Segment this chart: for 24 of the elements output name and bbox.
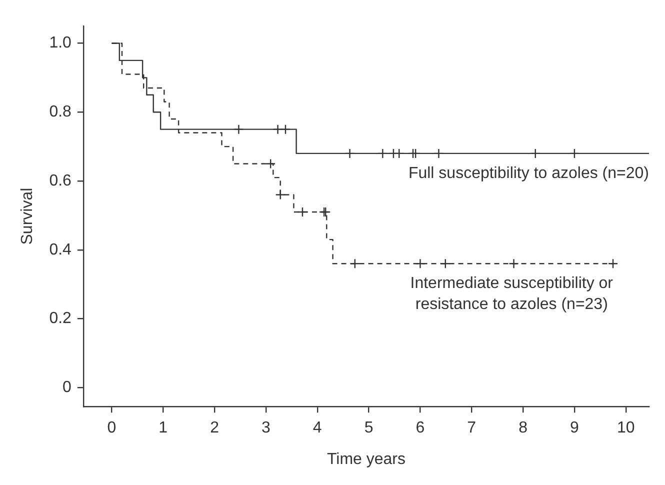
series-label: Full susceptibility to azoles (n=20) bbox=[408, 164, 650, 182]
point bbox=[608, 258, 618, 269]
x-tick-label: 0 bbox=[107, 420, 116, 437]
x-tick-label: 4 bbox=[312, 420, 322, 437]
point bbox=[265, 158, 276, 169]
x-tick-label: 5 bbox=[364, 420, 374, 437]
x-tick-label: 3 bbox=[262, 420, 271, 437]
x-tick-label: 9 bbox=[570, 420, 579, 437]
y-tick-label: 0.6 bbox=[49, 172, 72, 190]
x-tick-label: 1 bbox=[158, 420, 168, 437]
x-tick-label: 8 bbox=[518, 420, 528, 437]
x-tick-label: 6 bbox=[416, 420, 425, 437]
y-tick-label: 0.4 bbox=[49, 241, 72, 258]
y-axis-title: Survival bbox=[19, 188, 36, 245]
y-tick-label: 0 bbox=[62, 379, 72, 396]
y-tick-label: 1.0 bbox=[49, 34, 72, 52]
point bbox=[508, 258, 519, 269]
x-tick-label: 7 bbox=[467, 420, 476, 437]
x-tick-label: 10 bbox=[616, 420, 635, 437]
y-tick-label: 0.2 bbox=[49, 310, 72, 328]
series-label: Intermediate susceptibility or resistance to azoles (n=23) bbox=[410, 275, 614, 314]
x-axis-title: Time years bbox=[326, 450, 406, 468]
x-tick-label: 2 bbox=[210, 420, 220, 437]
y-tick-label: 0.8 bbox=[49, 104, 72, 121]
